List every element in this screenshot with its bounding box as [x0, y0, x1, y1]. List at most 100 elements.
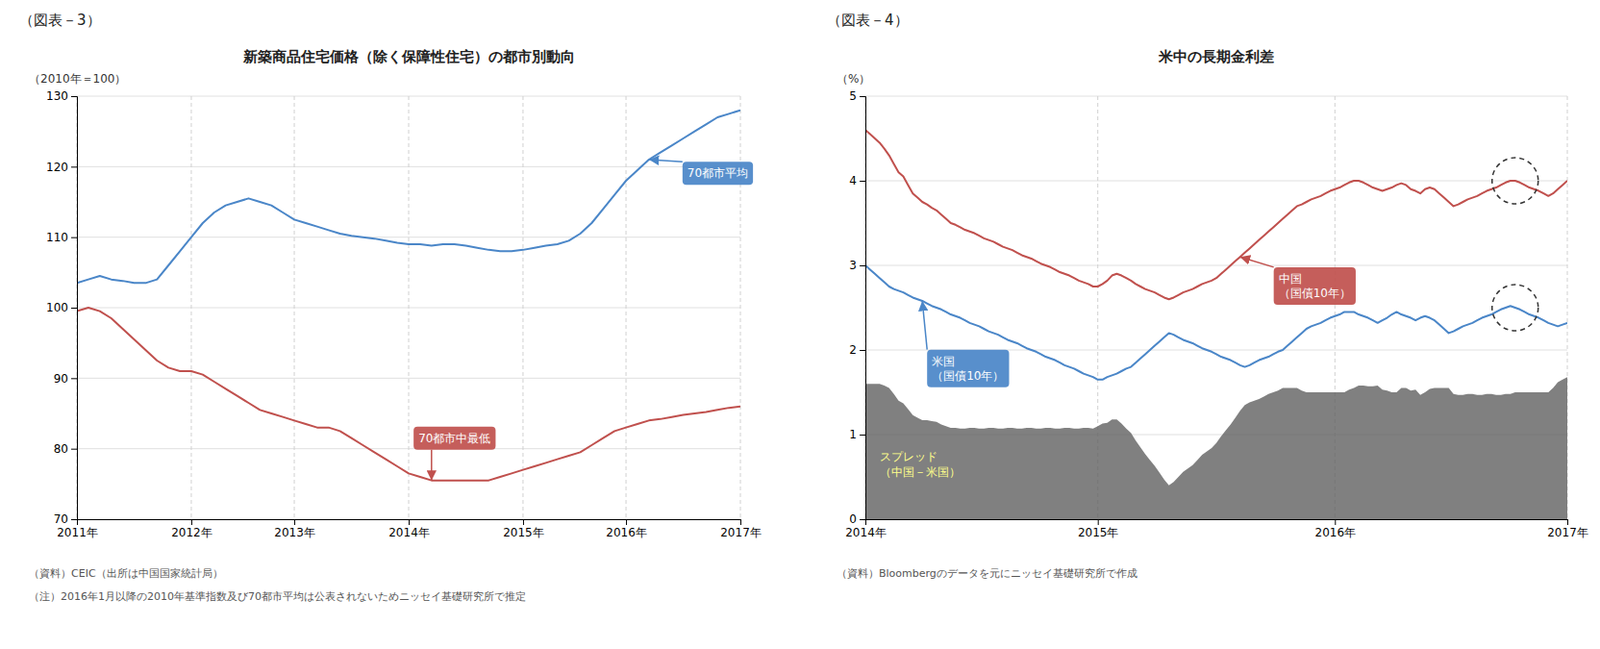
x-tick-label: 2014年 — [388, 525, 430, 540]
x-grid-line — [408, 96, 410, 520]
data-marks — [76, 110, 741, 481]
area — [865, 376, 1568, 520]
y-tick-mark — [71, 519, 77, 521]
y-tick-mark — [71, 96, 77, 98]
x-tick-mark — [625, 519, 627, 525]
series-label: スプレッド（中国－米国） — [879, 450, 961, 479]
x-grid-line — [740, 96, 742, 520]
callout-arrow — [430, 450, 433, 481]
y-tick-mark — [71, 377, 77, 379]
x-tick: 2015年 — [1077, 519, 1120, 540]
callout: 70都市中最低 — [413, 426, 496, 481]
x-tick-label: 2016年 — [1315, 525, 1357, 540]
y-tick: 3 — [849, 258, 866, 273]
y-tick-mark — [71, 166, 77, 168]
y-tick-label: 100 — [46, 300, 69, 315]
y-tick-label: 5 — [849, 89, 857, 103]
line — [76, 307, 741, 481]
y-tick-label: 130 — [46, 89, 69, 103]
y-axis-line — [859, 97, 867, 521]
x-axis: 2014年 2015年 2016年 2017年 — [845, 519, 1589, 540]
x-tick-label: 2015年 — [502, 525, 545, 540]
series-label: 70都市中最低 — [418, 431, 491, 446]
x-tick-label: 2011年 — [56, 525, 99, 540]
annotations: 70都市平均 70都市中最低 — [413, 159, 753, 481]
callout-arrow — [922, 300, 927, 350]
callout-arrow — [1240, 256, 1275, 268]
x-axis-line — [77, 520, 742, 526]
y-tick-mark — [71, 449, 77, 450]
y-tick-mark — [71, 307, 77, 309]
page: （図表－3） 新築商品住宅価格（除く保障性住宅）の都市別動向 （2010年＝100）… — [0, 0, 1600, 649]
y-tick-label: 120 — [46, 160, 69, 175]
series-label: 米国（国債10年） — [931, 354, 1004, 383]
y-axis: 012345 — [849, 89, 866, 526]
y-tick: 2 — [849, 343, 866, 357]
x-tick-mark — [523, 519, 525, 525]
x-tick-mark — [191, 519, 193, 525]
y-tick-label: 0 — [849, 512, 857, 526]
callout-arrow — [649, 159, 683, 162]
y-axis: 70 80 90 100 110 120 130 — [46, 89, 77, 526]
x-tick-label: 2013年 — [274, 525, 316, 540]
x-tick-mark — [740, 519, 742, 525]
x-tick: 2012年 — [171, 519, 213, 540]
highlight-circle — [1492, 157, 1539, 204]
y-tick: 110 — [46, 230, 77, 245]
y-tick-mark — [859, 180, 866, 182]
x-tick-mark — [1098, 519, 1100, 525]
y-tick-label: 2 — [849, 343, 857, 357]
y-tick: 80 — [53, 442, 77, 456]
callout: 米国（国債10年） — [922, 300, 1009, 388]
x-tick: 2016年 — [1315, 519, 1357, 540]
y-tick-label: 1 — [849, 427, 857, 442]
highlight-circle — [1492, 284, 1539, 331]
x-tick-label: 2017年 — [1547, 525, 1589, 540]
series-label: 中国（国債10年） — [1278, 272, 1351, 300]
line — [76, 110, 741, 284]
x-tick-mark — [1334, 519, 1336, 525]
note: （注）2016年1月以降の2010年基準指数及び70都市平均は公表されないためニ… — [28, 590, 526, 603]
x-tick: 2013年 — [274, 519, 316, 540]
y-tick: 90 — [53, 372, 77, 386]
x-tick: 2014年 — [388, 519, 430, 540]
y-tick-label: 80 — [53, 442, 69, 456]
chart-title: 新築商品住宅価格（除く保障性住宅）の都市別動向 — [242, 48, 575, 66]
chart-title: 米中の長期金利差 — [1157, 48, 1275, 66]
y-tick-mark — [859, 434, 866, 436]
y-grid-line — [76, 377, 741, 379]
x-tick-label: 2014年 — [845, 525, 887, 540]
x-tick: 2015年 — [502, 519, 545, 540]
y-tick-mark — [859, 519, 866, 521]
chart-panel: （図表－3） 新築商品住宅価格（除く保障性住宅）の都市別動向 （2010年＝100）… — [19, 11, 762, 603]
header: （図表－3） — [19, 11, 101, 29]
y-tick-mark — [859, 350, 866, 351]
y-axis-label: （2010年＝100） — [28, 72, 126, 86]
x-grid-line — [625, 96, 627, 520]
y-tick: 0 — [849, 512, 866, 526]
y-grid-line — [865, 180, 1568, 182]
y-tick: 5 — [849, 89, 866, 103]
callout: 70都市平均 — [649, 159, 753, 185]
note: （資料）CEIC（出所は中国国家統計局） — [28, 567, 224, 580]
y-tick-mark — [71, 237, 77, 239]
note: （資料）Bloombergのデータを元にニッセイ基礎研究所で作成 — [836, 567, 1138, 580]
y-grid-line — [865, 96, 1568, 98]
y-tick: 1 — [849, 427, 866, 442]
x-grid-line — [294, 96, 296, 520]
y-tick: 70 — [53, 512, 77, 526]
x-tick-label: 2017年 — [720, 525, 762, 540]
x-axis: 2011年 2012年 2013年 2014年 2015年 2016年 2017年 — [56, 519, 762, 540]
grid — [865, 96, 1568, 520]
x-tick: 2017年 — [1547, 519, 1589, 540]
x-tick-mark — [408, 519, 410, 525]
callout: 中国（国債10年） — [1240, 256, 1356, 305]
plot-area: 2011年 2012年 2013年 2014年 2015年 2016年 2017年 70 80 9… — [46, 89, 762, 539]
x-grid-line — [190, 96, 192, 520]
header: （図表－4） — [826, 11, 909, 29]
x-tick-label: 2016年 — [605, 525, 648, 540]
y-axis-line — [71, 97, 78, 521]
x-grid-line — [522, 96, 524, 520]
x-tick-mark — [1567, 519, 1569, 525]
callout-box — [926, 350, 1009, 388]
